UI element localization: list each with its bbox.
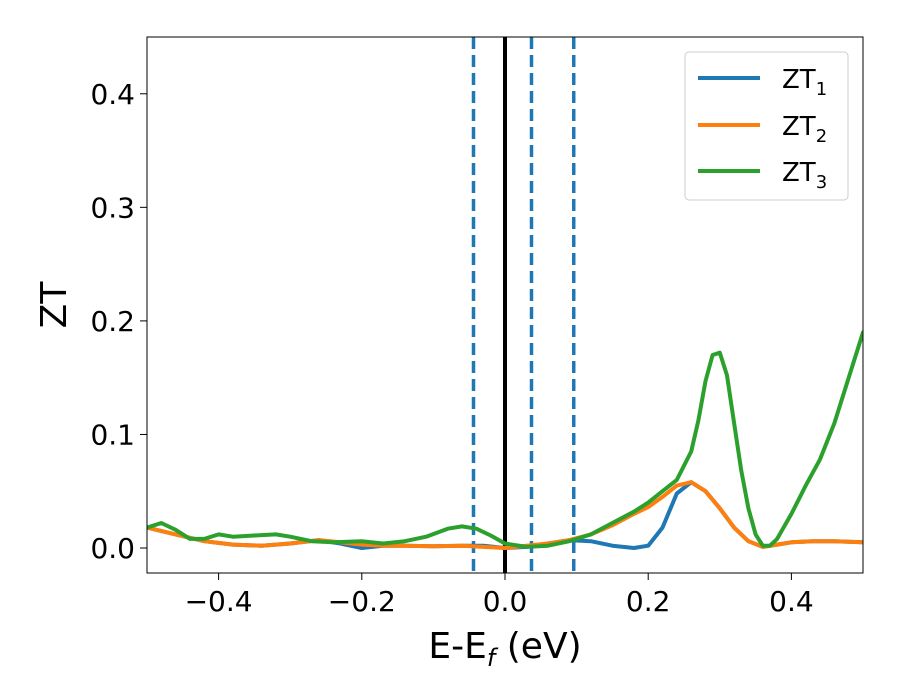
legend-box	[684, 51, 849, 201]
y-tick-label: 0.1	[90, 418, 135, 451]
y-axis-label: ZT	[34, 281, 75, 329]
x-tick-label: −0.4	[185, 585, 253, 618]
axes: −0.4 −0.2 0.0 0.2 0.4 0.0 0.1 0.2 0.3 0.4	[90, 78, 813, 618]
y-tick-label: 0.4	[90, 78, 135, 111]
x-tick-label: 0.4	[769, 585, 814, 618]
x-tick-label: −0.2	[328, 585, 396, 618]
x-tick-label: 0.0	[483, 585, 528, 618]
legend: ZT1 ZT2 ZT3	[684, 51, 849, 201]
x-axis-label: E-Ef (eV)	[428, 626, 581, 672]
legend-label-zt1: ZT1	[782, 65, 827, 100]
series-lines	[147, 330, 863, 550]
legend-label-zt3: ZT3	[782, 158, 827, 193]
x-tick-label: 0.2	[626, 585, 671, 618]
y-tick-label: 0.0	[90, 532, 135, 565]
series-line-zt3	[147, 330, 863, 549]
reference-lines	[471, 37, 576, 573]
legend-label-zt2: ZT2	[782, 112, 827, 147]
y-tick-label: 0.2	[90, 305, 135, 338]
y-tick-label: 0.3	[90, 191, 135, 224]
